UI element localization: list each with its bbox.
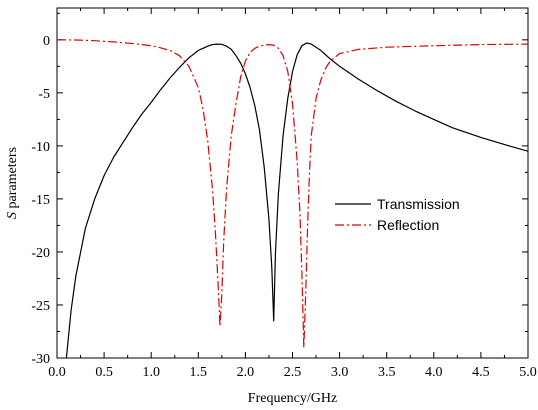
x-tick-label: 2.5: [284, 365, 302, 380]
y-tick-label: 0: [43, 34, 50, 49]
x-tick-label: 0.0: [48, 365, 66, 380]
legend-box: [333, 192, 479, 236]
y-axis-label: S parameters: [5, 147, 20, 219]
x-axis-label: Frequency/GHz: [248, 391, 337, 406]
x-tick-label: 3.0: [331, 365, 349, 380]
y-axis-label-symbol: S: [5, 212, 20, 219]
y-tick-label: -10: [31, 140, 50, 155]
y-tick-label: -15: [31, 193, 50, 208]
series-layer: [57, 39, 528, 358]
y-tick-label: -20: [31, 246, 50, 261]
y-tick-label: -25: [31, 299, 50, 314]
x-tick-label: 4.0: [425, 365, 443, 380]
x-tick-label: 4.5: [472, 365, 490, 380]
x-tick-label: 1.5: [190, 365, 208, 380]
y-tick-label: -30: [31, 352, 50, 367]
x-tick-label: 1.0: [142, 365, 160, 380]
x-tick-label: 3.5: [378, 365, 396, 380]
x-tick-label: 0.5: [95, 365, 113, 380]
series-line-transmission: [65, 42, 528, 358]
x-tick-label: 5.0: [519, 365, 537, 380]
axis-ticks: [56, 8, 529, 359]
y-tick-label: -5: [38, 87, 50, 102]
plot-frame: [56, 7, 529, 359]
series-line-reflection: [57, 39, 528, 348]
legend-label-reflection: Reflection: [377, 217, 439, 233]
legend-label-transmission: Transmission: [377, 196, 460, 212]
axis-tick-labels: 0.0 0.5 1.0 1.5 2.0 2.5 3.0 3.5 4.0 4.5 5.0 0 -5 -10 -…: [31, 34, 536, 380]
x-tick-label: 2.0: [237, 365, 255, 380]
y-axis-label-text: parameters: [5, 147, 20, 212]
legend: Transmission Reflection: [333, 192, 479, 236]
